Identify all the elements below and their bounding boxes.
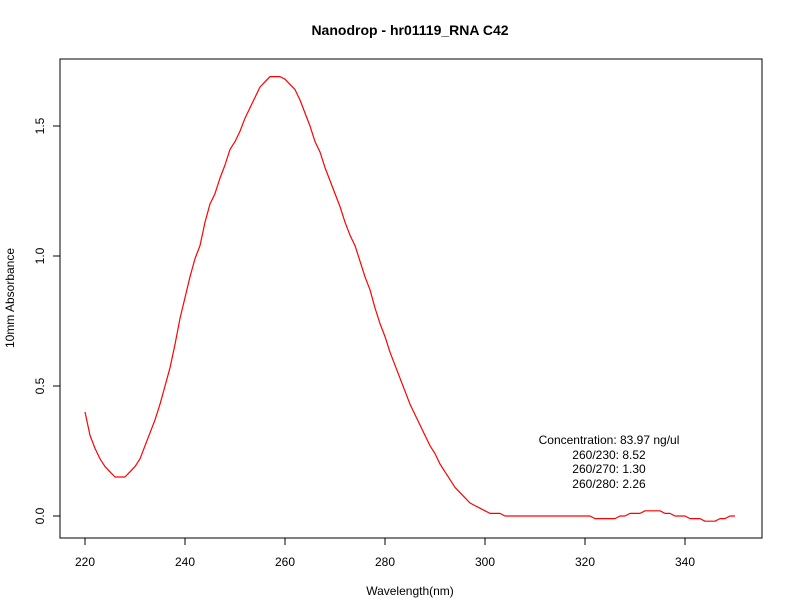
y-axis-label: 10mm Absorbance bbox=[3, 248, 17, 348]
annotation-ratio-260-280: 260/280: 2.26 bbox=[572, 477, 646, 491]
y-tick-label: 0.5 bbox=[33, 377, 47, 394]
annotation-ratio-260-270: 260/270: 1.30 bbox=[572, 462, 646, 476]
annotation-concentration: Concentration: 83.97 ng/ul bbox=[539, 433, 680, 447]
series-layer bbox=[84, 75, 735, 522]
chart-title: Nanodrop - hr01119_RNA C42 bbox=[311, 22, 508, 38]
absorbance-line bbox=[84, 75, 735, 522]
y-tick-label: 1.0 bbox=[33, 247, 47, 264]
x-tick-label: 280 bbox=[375, 555, 395, 569]
x-tick-label: 320 bbox=[575, 555, 595, 569]
x-tick-label: 340 bbox=[675, 555, 695, 569]
x-tick-label: 240 bbox=[175, 555, 195, 569]
x-tick-label: 220 bbox=[75, 555, 95, 569]
x-axis-label: Wavelength(nm) bbox=[366, 584, 454, 598]
y-tick-label: 0.0 bbox=[33, 507, 47, 524]
x-axis: 220 240 260 280 300 320 340 bbox=[75, 537, 695, 569]
x-tick-label: 300 bbox=[475, 555, 495, 569]
y-tick-label: 1.5 bbox=[33, 117, 47, 134]
annotation-block: Concentration: 83.97 ng/ul 260/230: 8.52… bbox=[539, 433, 680, 491]
annotation-ratio-260-230: 260/230: 8.52 bbox=[572, 448, 646, 462]
x-tick-label: 260 bbox=[275, 555, 295, 569]
plot-frame bbox=[59, 58, 763, 539]
y-axis: 0.0 0.5 1.0 1.5 bbox=[33, 117, 61, 524]
